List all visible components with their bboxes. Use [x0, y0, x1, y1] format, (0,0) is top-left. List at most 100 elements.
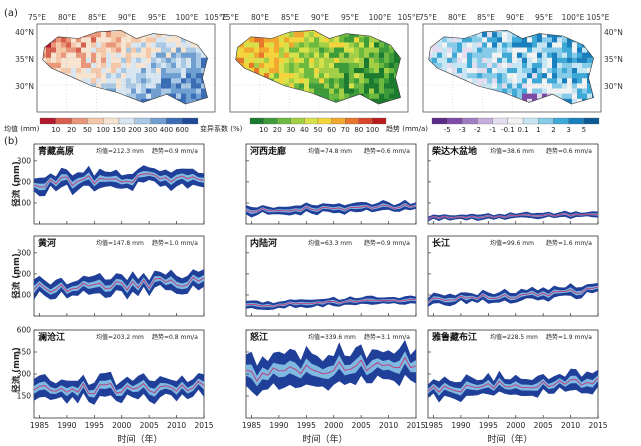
legend-swatch [55, 117, 72, 125]
map-cell [389, 68, 395, 74]
map-cell [497, 42, 503, 48]
lon-tick: 80°E [251, 13, 269, 22]
map-cell [389, 47, 395, 53]
map-cell [552, 47, 558, 53]
map-cell [294, 52, 300, 58]
map-cell [567, 52, 573, 58]
map-cell [354, 73, 360, 79]
map-cell [106, 52, 112, 58]
map-cell [294, 78, 300, 84]
map-cell [121, 83, 127, 89]
map-cell [136, 88, 142, 94]
map-cell [304, 68, 310, 74]
map-cell [537, 47, 543, 53]
map-cell [279, 68, 285, 74]
map-cell [309, 83, 315, 89]
map-cell [334, 88, 340, 94]
map-cell [319, 88, 325, 94]
map-cell [567, 62, 573, 69]
map-cell [156, 68, 162, 74]
map-cell [324, 83, 330, 89]
map-cell [527, 52, 533, 58]
map-cell [131, 57, 137, 64]
map-cell [384, 93, 390, 99]
map-cell [457, 57, 463, 64]
lat-tick: 30°N [15, 82, 34, 91]
map-cell [587, 62, 593, 69]
map-cell [151, 68, 157, 74]
map-cell [537, 73, 543, 79]
map-cell [369, 93, 375, 99]
map-cell [374, 93, 380, 99]
map-cell [111, 37, 117, 43]
map-cell [176, 88, 182, 94]
map-cell [196, 52, 202, 58]
map-cell [76, 57, 82, 64]
map-cell [557, 88, 563, 94]
map-cell [349, 68, 355, 74]
map-cell [572, 57, 578, 64]
map-cell [51, 62, 57, 69]
map-cell [201, 68, 207, 74]
map-cell [141, 83, 147, 89]
region-trend-label: 趋势=1.9 mm/a [546, 333, 592, 341]
map-cell [309, 47, 315, 53]
map-cell [151, 42, 157, 48]
map-cell [254, 47, 260, 53]
map-cell [334, 47, 340, 53]
map-cell [131, 52, 137, 58]
map-cell [299, 32, 305, 38]
map-cell [314, 32, 320, 38]
map-cell [359, 88, 365, 94]
map-cell [492, 83, 498, 89]
map-cell [284, 83, 290, 89]
runoff-mean-line [245, 298, 417, 307]
map-cell [487, 73, 493, 79]
map-cell [156, 62, 162, 69]
map-cell [532, 42, 538, 48]
map-cell [111, 52, 117, 58]
map-cell [259, 57, 265, 64]
map-cell [121, 57, 127, 64]
map-cell [482, 62, 488, 69]
map-cell [349, 83, 355, 89]
map-cell [156, 83, 162, 89]
map-cell [487, 47, 493, 53]
map-cell [81, 68, 87, 74]
map-cell [567, 57, 573, 64]
map-cell [562, 57, 568, 64]
map-cell [106, 78, 112, 84]
map-cell [527, 68, 533, 74]
map-cell [482, 78, 488, 84]
x-tick-label: 2005 [352, 421, 371, 430]
map-cell [562, 52, 568, 58]
map-cell [497, 78, 503, 84]
map-cell [507, 47, 513, 53]
map-cell [156, 52, 162, 58]
map-cell [572, 73, 578, 79]
region-trend-label: 趋势=1.0 mm/a [152, 239, 198, 247]
map-cell [537, 93, 543, 99]
map-cell [76, 47, 82, 53]
map-cell [369, 68, 375, 74]
map-cell [582, 68, 588, 74]
map-cell [442, 68, 448, 74]
map-cell [374, 57, 380, 64]
map-cell [547, 52, 553, 58]
map-cell [314, 42, 320, 48]
map-cell [389, 57, 395, 64]
map-cell [477, 73, 483, 79]
map-cell [111, 57, 117, 64]
legend-swatch [317, 117, 332, 125]
map-cell [151, 88, 157, 94]
legend-swatch [277, 117, 291, 125]
region-title: 澜沧江 [38, 331, 65, 343]
map-cell [196, 62, 202, 69]
map-cell [56, 52, 62, 58]
map-cell [181, 78, 187, 84]
map-cell [497, 62, 503, 69]
map-cell [61, 62, 67, 69]
runoff-mean-line [33, 173, 205, 188]
map-cell [472, 73, 478, 79]
map-cell [517, 68, 523, 74]
